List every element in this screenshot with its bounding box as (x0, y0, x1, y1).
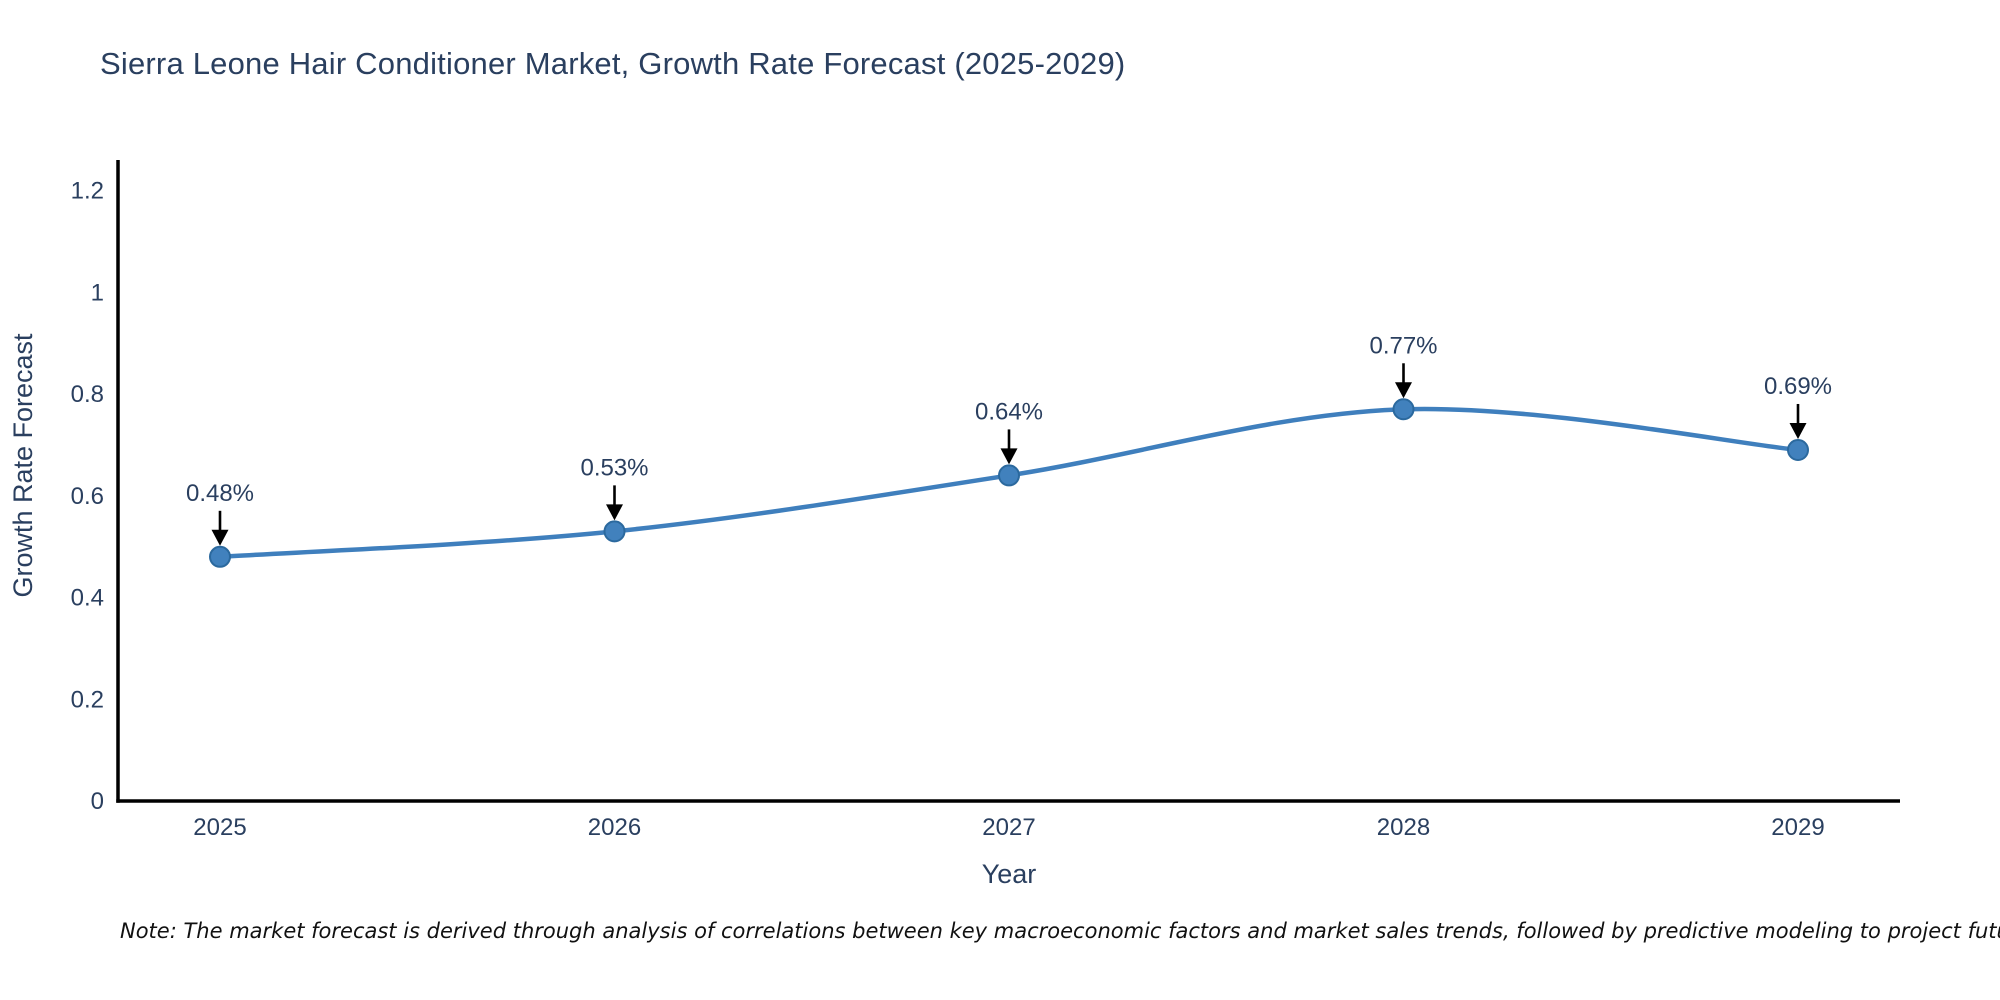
y-tick-label: 0.2 (71, 686, 104, 713)
point-value-label: 0.69% (1764, 373, 1832, 400)
data-point[interactable] (998, 464, 1020, 487)
point-value-label: 0.64% (975, 398, 1043, 425)
y-tick-label: 0.8 (71, 381, 104, 408)
annotation-arrow-head (211, 529, 229, 546)
x-tick-label: 2026 (588, 814, 641, 841)
y-axis-title: Growth Rate Forecast (8, 333, 38, 598)
annotation-arrow-head (1789, 422, 1807, 439)
data-point[interactable] (1787, 438, 1809, 461)
point-value-label: 0.48% (186, 480, 254, 507)
x-tick-label: 2027 (982, 814, 1035, 841)
data-point[interactable] (603, 520, 626, 543)
y-tick-label: 0 (91, 788, 104, 815)
y-tick-label: 0.6 (71, 483, 104, 510)
point-value-label: 0.53% (580, 454, 648, 481)
footnote: Note: The market forecast is derived thr… (120, 919, 2000, 943)
y-tick-label: 1.2 (71, 178, 104, 205)
x-tick-label: 2025 (193, 814, 246, 841)
data-point[interactable] (1392, 398, 1415, 421)
data-point[interactable] (209, 545, 231, 568)
x-tick-label: 2029 (1771, 814, 1824, 841)
chart-title: Sierra Leone Hair Conditioner Market, Gr… (100, 46, 1126, 81)
x-tick-label: 2028 (1377, 814, 1430, 841)
annotation-arrow-head (606, 504, 623, 521)
y-tick-label: 1 (91, 279, 104, 306)
point-value-label: 0.77% (1369, 332, 1437, 359)
annotation-arrow-head (1395, 382, 1412, 399)
x-axis-title: Year (982, 859, 1037, 889)
annotation-arrow-head (1000, 448, 1018, 465)
y-tick-label: 0.4 (71, 585, 104, 612)
